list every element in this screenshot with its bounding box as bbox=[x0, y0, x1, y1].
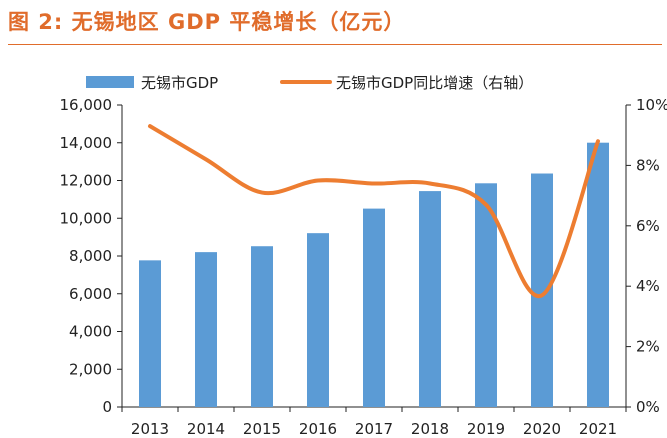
y-left-tick-label: 8,000 bbox=[69, 247, 112, 265]
y-right-tick-label: 4% bbox=[636, 277, 660, 295]
x-tick-label: 2016 bbox=[299, 420, 337, 438]
y-left-tick-label: 6,000 bbox=[69, 285, 112, 303]
y-left-tick-label: 4,000 bbox=[69, 323, 112, 341]
figure-title: 图 2: 无锡地区 GDP 平稳增长（亿元） bbox=[8, 6, 405, 36]
bar-gdp-2016 bbox=[307, 233, 329, 407]
bar-gdp-2014 bbox=[195, 252, 217, 407]
x-tick-label: 2020 bbox=[523, 420, 561, 438]
y-right-tick-label: 2% bbox=[636, 338, 660, 356]
x-tick-label: 2014 bbox=[187, 420, 225, 438]
bar-gdp-2021 bbox=[587, 142, 609, 408]
title-divider bbox=[8, 44, 662, 45]
bar-gdp-2017 bbox=[363, 208, 385, 407]
bar-gdp-2013 bbox=[139, 260, 161, 407]
figure-title-text: 无锡地区 GDP 平稳增长（亿元） bbox=[71, 10, 406, 34]
y-left-tick-label: 10,000 bbox=[60, 209, 113, 227]
x-tick-label: 2017 bbox=[355, 420, 393, 438]
x-tick-label: 2018 bbox=[411, 420, 449, 438]
x-tick-label: 2021 bbox=[579, 420, 617, 438]
legend-label-gdp: 无锡市GDP bbox=[141, 74, 218, 92]
legend-label-growth: 无锡市GDP同比增速（右轴） bbox=[336, 74, 533, 92]
bar-gdp-2015 bbox=[251, 246, 273, 407]
y-right-tick-label: 10% bbox=[636, 96, 667, 114]
bar-gdp-2020 bbox=[531, 173, 553, 407]
line-gdp-growth bbox=[148, 124, 600, 299]
y-left-tick-label: 2,000 bbox=[69, 360, 112, 378]
y-right-tick-label: 0% bbox=[636, 398, 660, 416]
x-tick-label: 2019 bbox=[467, 420, 505, 438]
x-tick-label: 2013 bbox=[131, 420, 169, 438]
y-left-tick-label: 12,000 bbox=[60, 172, 113, 190]
y-right-tick-label: 8% bbox=[636, 156, 660, 174]
figure-label: 图 2: bbox=[8, 10, 64, 34]
legend-swatch-gdp bbox=[86, 76, 134, 88]
y-left-tick-label: 0 bbox=[102, 398, 112, 416]
y-left-tick-label: 14,000 bbox=[60, 134, 113, 152]
y-left-tick-label: 16,000 bbox=[60, 96, 113, 114]
bar-gdp-2018 bbox=[419, 191, 441, 407]
x-tick-label: 2015 bbox=[243, 420, 281, 438]
bar-gdp-2019 bbox=[475, 183, 497, 407]
y-right-tick-label: 6% bbox=[636, 217, 660, 235]
